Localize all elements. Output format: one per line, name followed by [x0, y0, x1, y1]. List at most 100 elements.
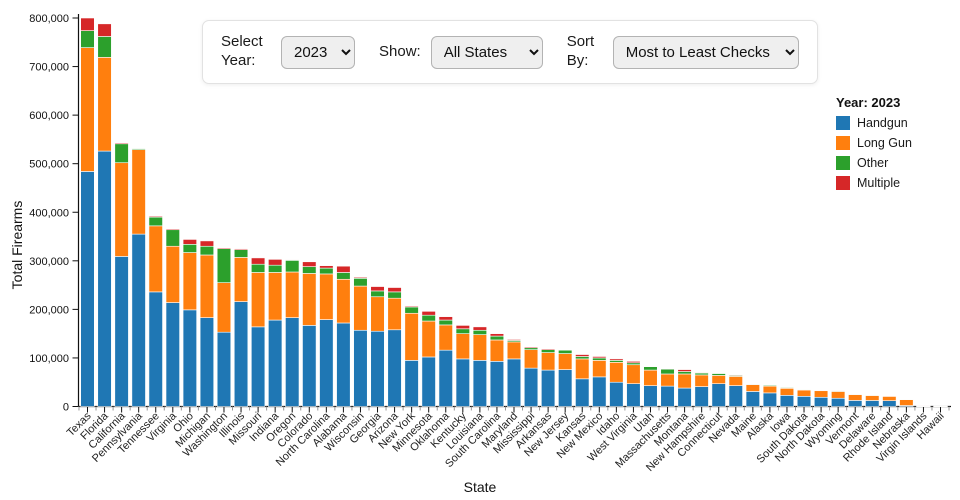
- bar-segment-handgun: [404, 360, 419, 407]
- bar-segment-other: [404, 306, 419, 314]
- bar-segment-other: [421, 314, 436, 322]
- bar-segment-multiple: [472, 326, 487, 331]
- bar-segment-multiple: [251, 257, 266, 265]
- bar-segment-long-gun: [80, 47, 95, 172]
- bar-segment-long-gun: [523, 349, 539, 369]
- bar-segment-long-gun: [575, 358, 590, 380]
- legend-title: Year: 2023: [836, 95, 901, 110]
- bar-segment-multiple: [404, 305, 419, 308]
- other-swatch-icon: [836, 156, 850, 170]
- bar-segment-other: [268, 264, 283, 273]
- bars: [80, 17, 948, 408]
- bar-segment-other: [199, 245, 215, 256]
- bar-segment-handgun: [233, 301, 249, 407]
- bar-segment-long-gun: [694, 374, 709, 387]
- bar-segment-long-gun: [114, 162, 129, 257]
- bar-segment-handgun: [131, 233, 146, 407]
- bar-segment-handgun: [489, 361, 505, 407]
- bar-segment-other: [455, 328, 470, 334]
- bar-segment-multiple: [694, 372, 709, 374]
- year-select[interactable]: 2023: [281, 35, 355, 69]
- show-select[interactable]: All States: [430, 35, 543, 69]
- bar-segment-other: [336, 272, 351, 280]
- bar-segment-handgun: [438, 349, 453, 407]
- y-tick-label: 600,000: [29, 110, 69, 122]
- bar-segment-handgun: [575, 378, 590, 407]
- bar-segment-handgun: [745, 391, 760, 407]
- bar-segment-handgun: [643, 385, 658, 407]
- bar-segment-multiple: [523, 346, 539, 349]
- bar-segment-long-gun: [609, 362, 624, 383]
- bar-segment-handgun: [199, 317, 215, 407]
- bar-segment-handgun: [216, 331, 232, 407]
- bar-segment-long-gun: [438, 324, 453, 351]
- bar-segment-long-gun: [285, 271, 300, 318]
- bar-segment-handgun: [711, 383, 726, 407]
- multiple-swatch-icon: [836, 176, 850, 190]
- y-tick-label: 800,000: [29, 13, 69, 25]
- sort-control: Sort By: Most to Least Checks: [567, 33, 799, 71]
- show-control: Show: All States: [379, 35, 543, 69]
- bar-segment-handgun: [182, 309, 197, 407]
- legend-item-longgun: Long Gun: [836, 136, 912, 150]
- bar-segment-long-gun: [558, 353, 573, 370]
- bar-segment-long-gun: [848, 394, 863, 401]
- bar-segment-long-gun: [387, 297, 402, 331]
- bar-segment-handgun: [506, 358, 522, 407]
- bar-segment-other: [182, 244, 197, 253]
- bar-segment-multiple: [438, 316, 453, 321]
- bar-segment-other: [660, 368, 675, 375]
- bar-segment-other: [472, 329, 487, 335]
- bar-segment-long-gun: [370, 296, 385, 332]
- legend: Year: 2023 Handgun Long Gun Other Multip…: [836, 95, 912, 190]
- bar-segment-multiple: [233, 248, 249, 250]
- bar-segment-handgun: [762, 392, 777, 407]
- bar-segment-other: [643, 366, 658, 371]
- select-year-label: Select Year:: [221, 33, 263, 69]
- bar-segment-handgun: [848, 400, 863, 407]
- bar-segment-other: [97, 36, 112, 58]
- show-label: Show:: [379, 42, 421, 60]
- bar-segment-other: [148, 216, 163, 227]
- longgun-swatch-icon: [836, 136, 850, 150]
- controls-panel: Select Year: 2023 Show: All States Sort …: [202, 20, 818, 84]
- y-tick-label: 200,000: [29, 304, 69, 316]
- bar-segment-other: [387, 291, 402, 299]
- x-axis-title: State: [464, 479, 497, 495]
- y-axis-title: Total Firearms: [9, 201, 25, 290]
- bar-segment-long-gun: [711, 375, 726, 384]
- sort-select[interactable]: Most to Least Checks: [612, 35, 799, 69]
- bar-segment-other: [353, 277, 368, 287]
- bar-segment-multiple: [421, 311, 436, 316]
- bar-segment-long-gun: [626, 364, 641, 384]
- bar-segment-other: [302, 266, 317, 274]
- bar-segment-handgun: [472, 360, 487, 407]
- bar-segment-handgun: [660, 385, 675, 407]
- year-control: Select Year: 2023: [221, 33, 355, 71]
- bar-segment-other: [114, 143, 129, 164]
- bar-segment-other: [541, 349, 556, 353]
- bar-segment-long-gun: [404, 312, 419, 361]
- bar-segment-other: [438, 319, 453, 326]
- bar-segment-handgun: [370, 330, 385, 407]
- bar-segment-other: [370, 290, 385, 298]
- legend-item-other: Other: [836, 156, 912, 170]
- bar-segment-handgun: [831, 397, 846, 407]
- bar-segment-other: [216, 248, 232, 283]
- bar-segment-handgun: [523, 367, 539, 407]
- bar-segment-multiple: [728, 374, 743, 376]
- handgun-swatch-icon: [836, 116, 850, 130]
- y-tick-label: 100,000: [29, 353, 69, 365]
- bar-segment-handgun: [80, 171, 95, 407]
- bar-segment-long-gun: [762, 385, 777, 394]
- bar-segment-multiple: [353, 277, 368, 279]
- bar-segment-long-gun: [506, 341, 522, 360]
- y-tick-label: 300,000: [29, 256, 69, 268]
- bar-segment-handgun: [558, 369, 573, 407]
- bar-segment-long-gun: [865, 395, 880, 401]
- y-tick-label: 0: [63, 402, 69, 414]
- bar-segment-other: [319, 267, 334, 275]
- legend-item-handgun: Handgun: [836, 116, 912, 130]
- bar-segment-long-gun: [592, 360, 607, 378]
- bar-segment-other: [558, 349, 573, 354]
